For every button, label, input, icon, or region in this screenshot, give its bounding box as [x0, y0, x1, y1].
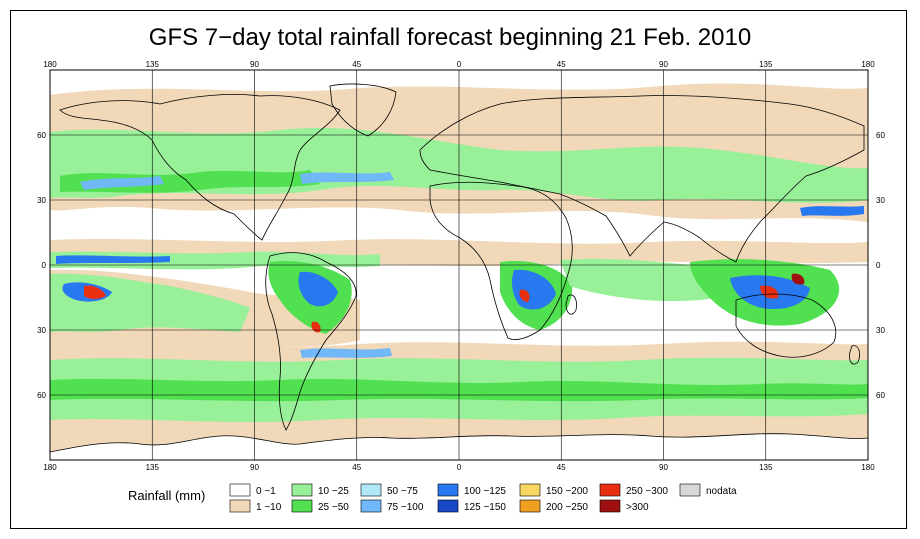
legend-swatch [437, 499, 459, 513]
lon-tick-label: 180 [861, 60, 875, 69]
rainfall-legend: 0 −1 1 −10 10 −25 25 −50 50 −75 75 −100 100 −1… [229, 483, 737, 513]
legend-swatch [599, 483, 621, 497]
legend-label: Rainfall (mm) [128, 488, 206, 503]
legend-item-label: nodata [706, 486, 737, 497]
lon-tick-label: 90 [250, 463, 259, 472]
maritime-continent-core [760, 285, 779, 299]
legend-swatch [291, 499, 313, 513]
lon-tick-label: 180 [43, 60, 57, 69]
legend-item-label: 200 −250 [546, 502, 588, 513]
lat-tick-label: 0 [42, 261, 47, 270]
lon-tick-label: 135 [759, 60, 773, 69]
legend-swatch [519, 483, 541, 497]
greenland-outline [329, 83, 397, 137]
lon-tick-label: 0 [457, 463, 462, 472]
legend-swatch [229, 483, 251, 497]
australia-outline [735, 293, 837, 358]
map-title: GFS 7−day total rainfall forecast beginn… [148, 24, 752, 51]
legend-swatch [229, 499, 251, 513]
eurasia-outline [419, 95, 865, 263]
legend-swatch [679, 483, 701, 497]
legend-item-label: 50 −75 [387, 486, 418, 497]
legend-swatch [437, 483, 459, 497]
legend-item-label: 250 −300 [626, 486, 668, 497]
lat-tick-label: 60 [876, 131, 885, 140]
lat-tick-labels-right: 60 30 0 30 60 [876, 131, 885, 400]
lat-tick-label: 30 [37, 326, 46, 335]
rain-band-atlantic [300, 172, 394, 184]
figure-frame [10, 10, 907, 529]
graticule [50, 70, 868, 460]
south-pacific-storm-core [84, 285, 106, 299]
legend-item-label: 150 −200 [546, 486, 588, 497]
legend-swatch [291, 483, 313, 497]
lon-tick-label: 90 [659, 463, 668, 472]
lon-tick-label: 45 [557, 60, 566, 69]
legend-swatch [360, 499, 382, 513]
lon-tick-label: 90 [659, 60, 668, 69]
legend-item-label: 25 −50 [318, 502, 349, 513]
lon-tick-label: 45 [352, 463, 361, 472]
south-storm-track-bands [300, 348, 392, 358]
lat-tick-label: 60 [37, 131, 46, 140]
lon-tick-label: 90 [250, 60, 259, 69]
lat-tick-label: 30 [876, 196, 885, 205]
legend-swatch [360, 483, 382, 497]
madagascar-outline [565, 294, 577, 315]
lon-tick-labels-top: 180 135 90 45 0 45 90 135 180 [43, 60, 875, 69]
itcz-heavy [56, 255, 170, 264]
legend-item-label: >300 [626, 502, 649, 513]
australia-rain-core [791, 273, 805, 285]
lat-tick-label: 30 [37, 196, 46, 205]
rain-band-nw-pacific [800, 206, 864, 216]
legend-item-label: 0 −1 [256, 486, 276, 497]
legend-item-label: 75 −100 [387, 502, 424, 513]
new-zealand-outline [849, 345, 860, 365]
lat-tick-label: 60 [876, 391, 885, 400]
legend-item-label: 1 −10 [256, 502, 282, 513]
lat-tick-label: 30 [876, 326, 885, 335]
rain-band-pacific-nw [80, 176, 164, 190]
legend-swatch [519, 499, 541, 513]
legend-item-label: 10 −25 [318, 486, 349, 497]
lon-tick-label: 135 [146, 60, 160, 69]
lon-tick-label: 135 [759, 463, 773, 472]
lon-tick-label: 180 [861, 463, 875, 472]
south-america-outline [265, 252, 357, 431]
lon-tick-label: 45 [352, 60, 361, 69]
lon-tick-labels-bottom: 180 135 90 45 0 45 90 135 180 [43, 463, 875, 472]
lat-tick-labels-left: 60 30 0 30 60 [37, 131, 46, 400]
africa-rain-core [519, 289, 530, 302]
legend-item-label: 125 −150 [464, 502, 506, 513]
lon-tick-label: 45 [557, 463, 566, 472]
south-america-rain-heavy [298, 271, 338, 307]
lat-tick-label: 0 [876, 261, 881, 270]
lat-tick-label: 60 [37, 391, 46, 400]
rain-band-north-heavy [60, 170, 320, 193]
legend-swatch [599, 499, 621, 513]
lon-tick-label: 180 [43, 463, 57, 472]
legend-item-label: 100 −125 [464, 486, 506, 497]
lon-tick-label: 135 [146, 463, 160, 472]
south-america-rain-core [311, 321, 321, 333]
lon-tick-label: 0 [457, 60, 462, 69]
